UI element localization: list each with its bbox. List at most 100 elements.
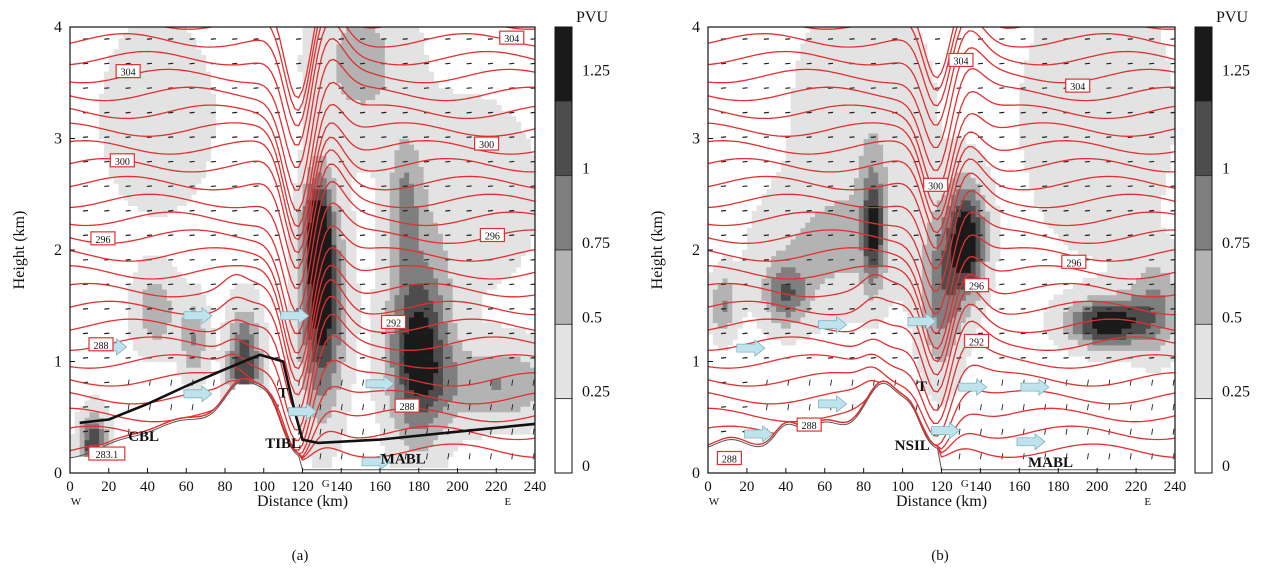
pv-cell [418,49,425,56]
wind-tick [210,136,216,138]
pv-cell [486,428,493,435]
pv-cell [433,277,439,285]
pv-cell [496,222,502,229]
pv-cell [137,272,144,279]
pv-cell [312,32,318,39]
wind-tick [319,428,322,435]
pv-cell [103,433,110,441]
pv-cell [486,255,493,262]
pv-cell [263,344,270,351]
pv-cell [331,305,338,312]
pv-cell [486,194,493,201]
pv-cell [346,177,352,184]
pv-cell [331,194,338,201]
pv-cell [389,277,396,285]
wind-tick [532,379,535,386]
pv-cell [380,71,386,78]
pv-cell [457,93,463,101]
pv-cell [244,333,250,340]
pv-cell [176,199,183,206]
pv-cell [530,205,535,212]
pv-cell [326,132,333,140]
pv-cell [336,378,342,385]
pv-cell [510,138,517,145]
pv-cell [505,238,512,246]
pv-cell [404,121,410,128]
pv-cell [472,316,478,324]
pv-cell [331,210,338,218]
pv-cell [452,433,459,441]
pv-cell [171,205,178,212]
pv-cell [142,66,149,73]
pv-cell [84,445,90,452]
pv-cell [302,339,308,346]
pv-cell [350,71,357,78]
pv-cell [447,144,454,151]
pv-cell [457,188,463,195]
pv-cell [176,77,183,84]
theta-contour [275,27,316,99]
pv-cell [321,177,328,184]
pv-cell [341,60,347,67]
pv-cell [525,361,531,368]
pv-cell [428,183,434,190]
pv-cell [462,105,468,112]
wind-tick [189,62,195,65]
pv-cell [496,400,502,407]
pv-cell [166,99,173,106]
pv-cell [186,71,192,78]
pv-cell [486,361,493,368]
pv-cell [389,422,396,429]
wind-tick [253,209,259,212]
pv-cell [399,294,405,301]
pv-cell [394,294,400,301]
pv-cell [467,250,473,257]
pv-cell [384,422,391,429]
pv-cell [321,149,328,156]
pv-cell [321,194,328,201]
pv-cell [162,38,168,45]
pv-cell [413,367,420,374]
pv-cell [433,188,439,195]
pv-cell [389,461,396,469]
pv-cell [505,328,512,335]
pv-cell [103,411,110,418]
pv-cell [355,300,362,307]
pv-cell [486,344,493,351]
pv-cell [447,199,454,206]
pv-cell [399,82,405,89]
pv-cell [147,71,153,78]
pv-cell [476,155,483,162]
pv-cell [234,367,241,374]
pv-cell [433,350,439,357]
pv-cell [326,71,333,78]
pv-cell [438,160,444,167]
pv-cell [287,305,294,312]
pv-cell [389,439,396,446]
pv-cell [452,183,459,190]
pv-cell [326,127,333,134]
pv-cell [200,300,207,307]
pv-cell [302,355,308,363]
pv-cell [442,194,449,201]
pv-cell [476,227,483,234]
pv-cell [746,277,753,285]
pv-cell [452,216,459,223]
pv-cell [292,344,299,351]
pv-cell [341,54,347,62]
pv-cell [326,88,333,95]
pv-cell [118,77,124,84]
pv-cell [166,194,173,201]
theta-label-box [479,227,505,243]
pv-cell [394,222,400,229]
wind-tick [360,307,366,310]
pv-cell [423,383,430,390]
pv-cell [399,461,405,469]
pv-cell [181,32,187,39]
pv-cell [200,82,207,89]
pv-cell [302,199,308,206]
pv-cell [157,93,163,101]
pv-cell [404,160,410,167]
pv-cell [108,144,115,151]
pv-cell [413,300,420,307]
